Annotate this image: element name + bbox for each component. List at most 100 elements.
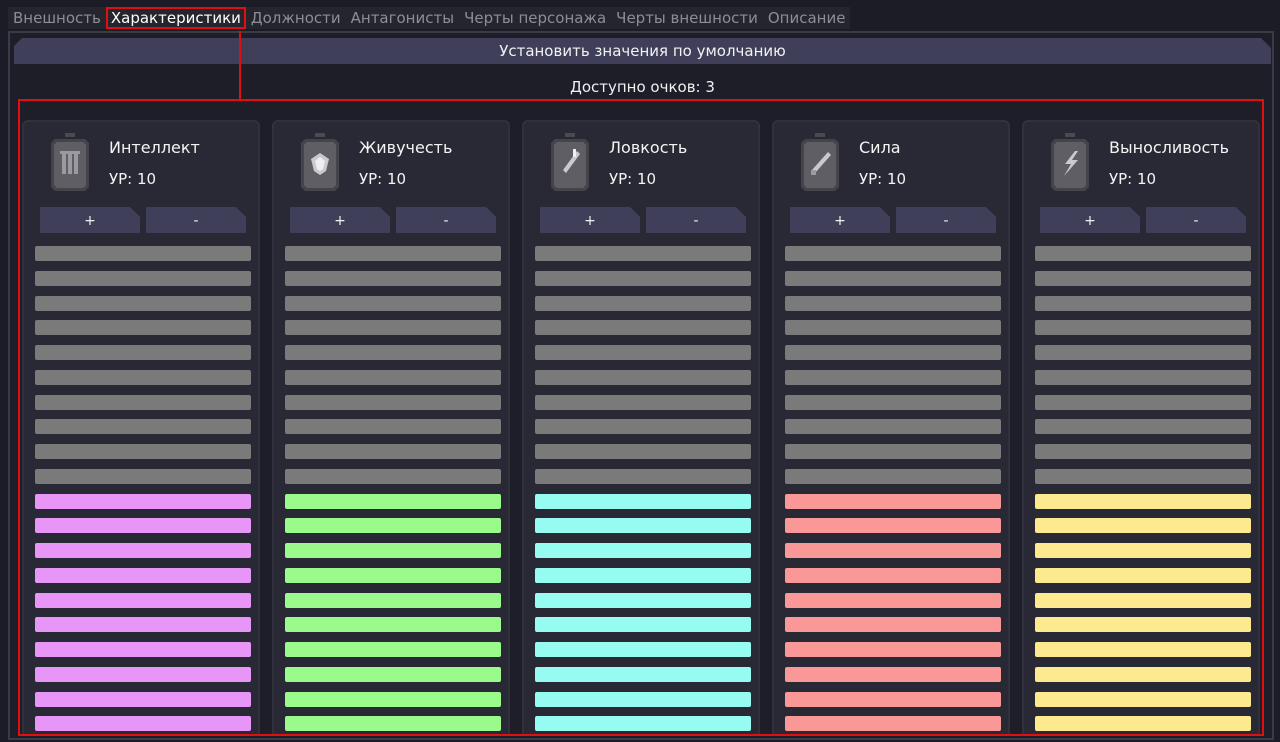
level-bar-filled [535,592,751,608]
level-bar-empty [1035,369,1251,385]
stat-card-2: Ловкость УР: 10 + - [522,120,760,735]
level-bar-filled [1035,617,1251,633]
decrease-button[interactable]: - [146,207,246,233]
level-bar-filled [785,666,1001,682]
level-bar-empty [1035,246,1251,261]
level-bar-empty [35,345,251,360]
level-bar-empty [285,295,501,311]
level-bar-filled [785,691,1001,707]
stat-name: Выносливость [1109,138,1230,157]
level-bar-empty [1035,394,1251,410]
level-bar-empty [535,369,751,385]
level-bar-filled [1035,642,1251,657]
stat-level: УР: 10 [609,170,657,188]
tab-6[interactable]: Описание [767,9,846,27]
level-bar-filled [535,642,751,657]
stat-name: Сила [859,138,901,157]
increase-button[interactable]: + [1040,207,1140,233]
stat-name: Живучесть [359,138,453,157]
decrease-button[interactable]: - [396,207,496,233]
stat-name: Интеллект [109,138,200,157]
level-bar-filled [785,543,1001,558]
level-bar-filled [535,493,751,509]
level-bar-empty [35,320,251,336]
increase-button[interactable]: + [290,207,390,233]
tab-1[interactable]: Характеристики [105,7,246,29]
level-bar-filled [1035,691,1251,707]
level-bar-empty [35,444,251,459]
available-points-label: Доступно очков: 3 [570,78,715,96]
level-bar-empty [785,295,1001,311]
level-bar-empty [285,444,501,459]
level-bar-empty [1035,320,1251,336]
level-bar-empty [1035,345,1251,360]
level-bar-filled [35,518,251,534]
level-bar-empty [535,468,751,484]
level-bar-empty [785,419,1001,435]
level-bar-filled [285,642,501,657]
level-bar-filled [285,493,501,509]
level-bar-filled [535,617,751,633]
level-bar-empty [785,369,1001,385]
decrease-button[interactable]: - [1146,207,1246,233]
set-defaults-button[interactable]: Установить значения по умолчанию [14,38,1271,64]
level-bar-empty [35,295,251,311]
level-bar-filled [285,666,501,682]
level-bar-filled [285,592,501,608]
level-bar-empty [35,394,251,410]
tab-3[interactable]: Антагонисты [350,9,455,27]
level-bar-filled [785,617,1001,633]
increase-button[interactable]: + [540,207,640,233]
decrease-button[interactable]: - [896,207,996,233]
level-bar-filled [1035,716,1251,732]
level-bar-empty [785,345,1001,360]
level-bar-filled [35,592,251,608]
level-bar-filled [535,567,751,583]
level-bar-filled [785,518,1001,534]
level-bar-filled [285,518,501,534]
level-bar-empty [285,320,501,336]
stat-card-4: Выносливость УР: 10 + - [1022,120,1260,735]
level-bar-filled [35,567,251,583]
level-bar-empty [535,246,751,261]
level-bar-empty [785,394,1001,410]
level-bar-filled [1035,493,1251,509]
increase-button[interactable]: + [40,207,140,233]
decrease-button[interactable]: - [646,207,746,233]
level-bar-empty [35,246,251,261]
level-bar-empty [285,468,501,484]
stat-level: УР: 10 [359,170,407,188]
tab-bar: Внешность Характеристики Должности Антагони… [8,7,851,29]
level-bar-filled [35,666,251,682]
dagger-stone-icon [547,133,593,191]
heart-stone-icon [297,133,343,191]
level-bar-empty [535,444,751,459]
brain-stone-icon [47,133,93,191]
level-bar-empty [535,419,751,435]
level-bar-filled [35,642,251,657]
stat-card-3: Сила УР: 10 + - [772,120,1010,735]
tab-2[interactable]: Должности [250,9,341,27]
level-bar-empty [1035,419,1251,435]
increase-button[interactable]: + [790,207,890,233]
stats-container: Интеллект УР: 10 + - Живучесть УР: 10 + - Ловкос… [22,120,1262,735]
level-bar-empty [285,270,501,286]
level-bar-filled [285,543,501,558]
level-bar-empty [35,419,251,435]
tab-5[interactable]: Черты внешности [616,9,758,27]
stat-name: Ловкость [609,138,688,157]
level-bar-empty [285,419,501,435]
level-bar-empty [535,320,751,336]
level-bar-filled [1035,666,1251,682]
level-bar-empty [285,345,501,360]
level-bar-empty [535,295,751,311]
level-bar-empty [285,394,501,410]
level-bar-filled [785,493,1001,509]
level-bar-filled [35,617,251,633]
level-bar-filled [35,691,251,707]
tab-0[interactable]: Внешность [13,9,101,27]
level-bar-filled [1035,518,1251,534]
tab-4[interactable]: Черты персонажа [464,9,607,27]
level-bar-filled [535,666,751,682]
level-bar-empty [285,246,501,261]
